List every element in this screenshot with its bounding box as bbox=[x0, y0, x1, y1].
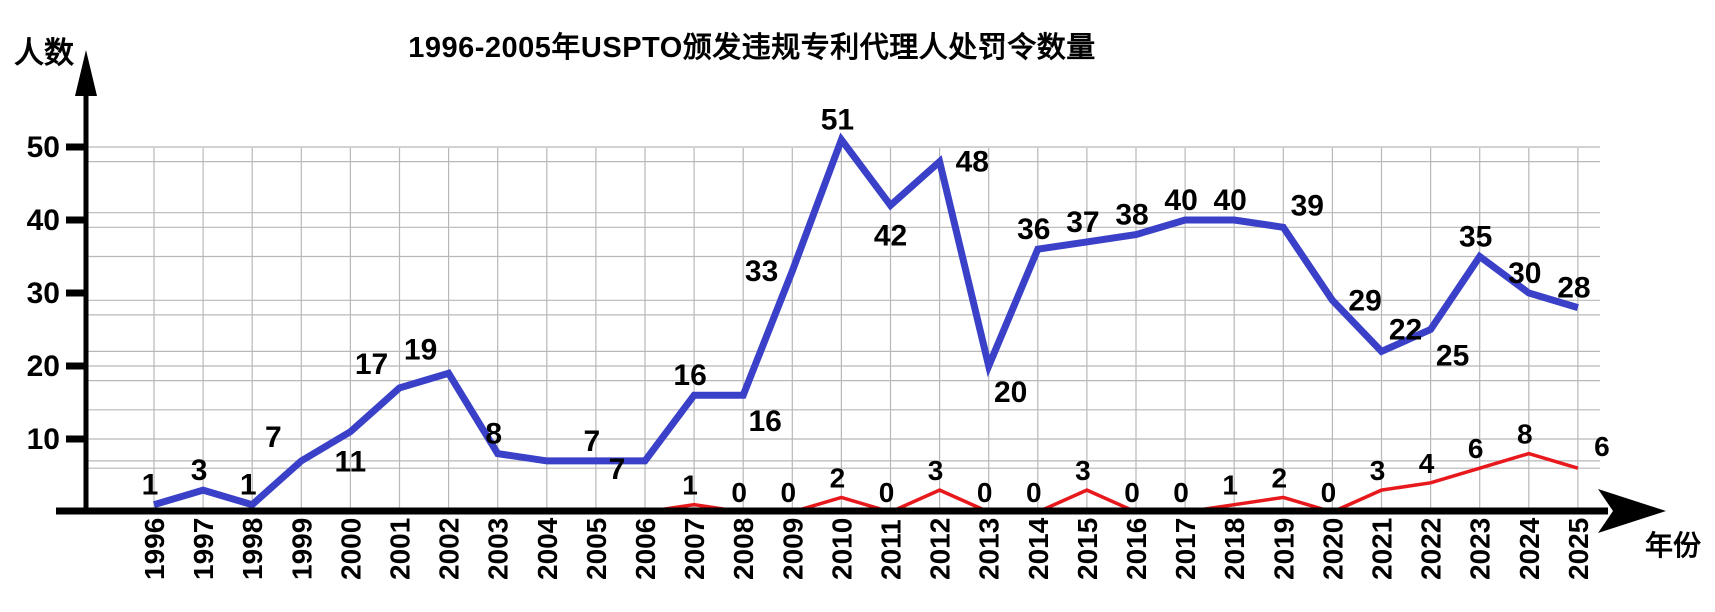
svg-text:7: 7 bbox=[265, 421, 282, 454]
svg-text:33: 33 bbox=[745, 255, 778, 288]
svg-text:2: 2 bbox=[1272, 462, 1288, 493]
svg-text:1997: 1997 bbox=[188, 518, 219, 580]
svg-text:2023: 2023 bbox=[1465, 518, 1496, 580]
svg-text:50: 50 bbox=[27, 131, 60, 164]
svg-text:2008: 2008 bbox=[728, 518, 759, 580]
svg-text:10: 10 bbox=[27, 423, 60, 456]
svg-text:0: 0 bbox=[731, 477, 747, 508]
svg-text:20: 20 bbox=[994, 376, 1027, 409]
svg-text:2013: 2013 bbox=[974, 518, 1005, 580]
svg-text:2024: 2024 bbox=[1514, 517, 1545, 580]
svg-text:6: 6 bbox=[1468, 433, 1484, 464]
svg-text:16: 16 bbox=[749, 405, 782, 438]
svg-text:7: 7 bbox=[584, 425, 601, 458]
svg-text:40: 40 bbox=[1164, 184, 1197, 217]
svg-text:0: 0 bbox=[1124, 477, 1140, 508]
svg-text:1: 1 bbox=[1222, 470, 1238, 501]
svg-text:40: 40 bbox=[27, 204, 60, 237]
svg-text:30: 30 bbox=[1508, 257, 1541, 290]
svg-text:2021: 2021 bbox=[1367, 518, 1398, 580]
svg-text:2014: 2014 bbox=[1023, 517, 1054, 580]
svg-text:2007: 2007 bbox=[679, 518, 710, 580]
svg-text:7: 7 bbox=[609, 453, 626, 486]
main-line-series bbox=[153, 132, 1579, 509]
svg-text:2001: 2001 bbox=[385, 518, 416, 580]
svg-text:0: 0 bbox=[879, 477, 895, 508]
svg-text:4: 4 bbox=[1419, 448, 1435, 479]
svg-text:3: 3 bbox=[1075, 455, 1091, 486]
svg-text:11: 11 bbox=[335, 446, 367, 479]
svg-text:2: 2 bbox=[830, 462, 846, 493]
svg-text:25: 25 bbox=[1436, 340, 1469, 373]
svg-text:3: 3 bbox=[1370, 455, 1386, 486]
secondary-line-labels: 1 0 0 2 0 3 0 0 3 0 0 1 2 0 3 4 6 8 6 bbox=[682, 419, 1609, 508]
svg-text:1: 1 bbox=[682, 470, 698, 501]
svg-text:2004: 2004 bbox=[532, 517, 563, 580]
svg-text:2006: 2006 bbox=[630, 518, 661, 580]
x-tick-labels: 1996 1997 1998 1999 2000 2001 2002 2003 2004 2005… bbox=[139, 517, 1594, 580]
svg-text:2022: 2022 bbox=[1416, 518, 1447, 580]
svg-text:2009: 2009 bbox=[777, 518, 808, 580]
svg-text:2025: 2025 bbox=[1563, 518, 1594, 580]
svg-text:40: 40 bbox=[1214, 184, 1247, 217]
y-tick-labels: 10 20 30 40 50 bbox=[27, 131, 60, 456]
svg-text:0: 0 bbox=[1321, 477, 1337, 508]
svg-text:48: 48 bbox=[956, 146, 989, 179]
svg-text:2005: 2005 bbox=[581, 518, 612, 580]
svg-text:35: 35 bbox=[1459, 221, 1492, 254]
x-axis-arrow-icon bbox=[1598, 489, 1666, 533]
svg-text:1996: 1996 bbox=[139, 518, 170, 580]
svg-text:2002: 2002 bbox=[434, 518, 465, 580]
svg-text:2012: 2012 bbox=[925, 518, 956, 580]
svg-text:51: 51 bbox=[821, 104, 854, 137]
svg-text:1: 1 bbox=[142, 469, 159, 502]
svg-text:20: 20 bbox=[27, 350, 60, 383]
x-axis-title: 年份 bbox=[1645, 530, 1702, 561]
svg-text:0: 0 bbox=[781, 477, 797, 508]
svg-text:30: 30 bbox=[27, 277, 60, 310]
svg-text:2017: 2017 bbox=[1170, 518, 1201, 580]
svg-text:22: 22 bbox=[1389, 313, 1422, 346]
svg-text:42: 42 bbox=[874, 219, 907, 252]
svg-text:37: 37 bbox=[1066, 206, 1099, 239]
y-axis-title: 人数 bbox=[14, 37, 74, 70]
svg-text:2000: 2000 bbox=[335, 518, 366, 580]
svg-text:2016: 2016 bbox=[1121, 518, 1152, 580]
y-axis-arrow-icon bbox=[75, 50, 97, 96]
svg-text:0: 0 bbox=[1026, 477, 1042, 508]
svg-text:36: 36 bbox=[1017, 213, 1050, 246]
svg-text:2019: 2019 bbox=[1268, 518, 1299, 580]
svg-text:1: 1 bbox=[240, 469, 257, 502]
svg-text:19: 19 bbox=[404, 333, 437, 366]
svg-text:2015: 2015 bbox=[1072, 518, 1103, 580]
svg-text:2003: 2003 bbox=[483, 518, 514, 580]
svg-text:8: 8 bbox=[485, 418, 502, 451]
svg-text:2018: 2018 bbox=[1219, 518, 1250, 580]
svg-text:17: 17 bbox=[355, 348, 388, 381]
svg-text:3: 3 bbox=[928, 455, 944, 486]
svg-text:0: 0 bbox=[977, 477, 993, 508]
svg-text:0: 0 bbox=[1173, 477, 1189, 508]
svg-text:2011: 2011 bbox=[876, 519, 907, 580]
svg-text:39: 39 bbox=[1291, 189, 1324, 222]
svg-text:3: 3 bbox=[191, 454, 208, 487]
svg-text:1999: 1999 bbox=[286, 518, 317, 580]
svg-text:2010: 2010 bbox=[826, 518, 857, 580]
svg-text:38: 38 bbox=[1115, 199, 1148, 232]
svg-text:16: 16 bbox=[673, 359, 706, 392]
svg-text:8: 8 bbox=[1517, 419, 1533, 450]
chart-title: 1996-2005年USPTO颁发违规专利代理人处罚令数量 bbox=[408, 32, 1096, 64]
axes bbox=[56, 50, 1666, 533]
svg-text:28: 28 bbox=[1557, 272, 1590, 305]
svg-text:2020: 2020 bbox=[1317, 518, 1348, 580]
svg-text:29: 29 bbox=[1348, 284, 1381, 317]
svg-text:6: 6 bbox=[1594, 431, 1610, 462]
svg-text:1998: 1998 bbox=[237, 518, 268, 580]
